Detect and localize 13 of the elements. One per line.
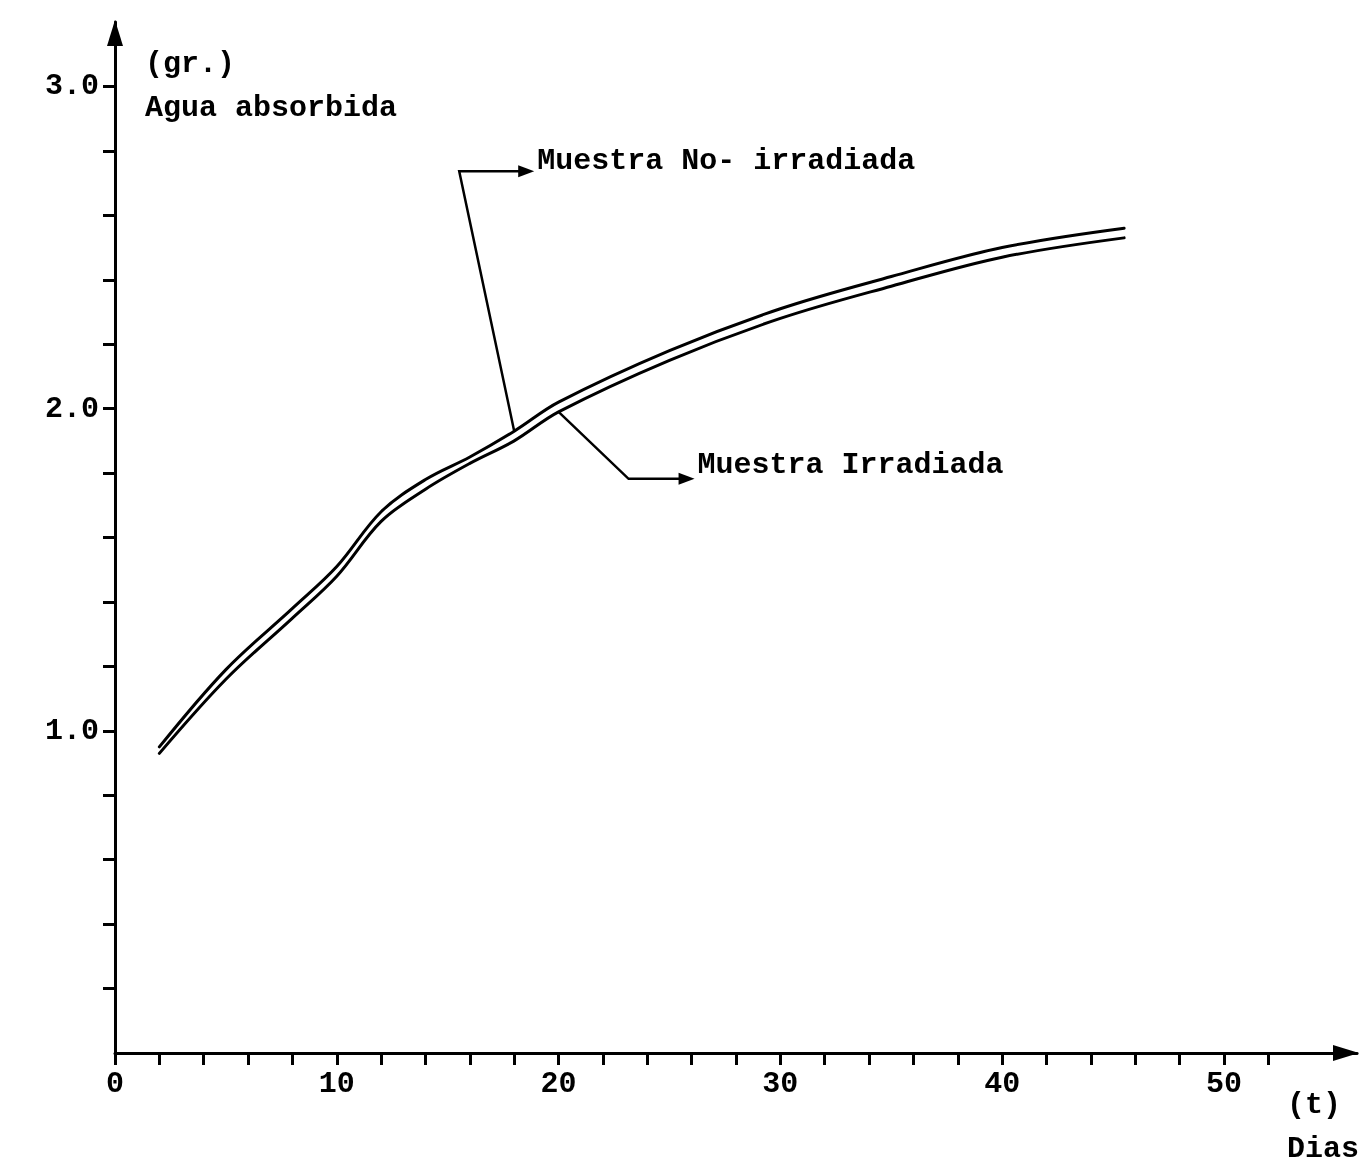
- y-axis-title: (gr.) Agua absorbida: [145, 47, 398, 125]
- legend-label: Muestra Irradiada: [697, 447, 1004, 482]
- x-tick-label: 50: [1205, 1067, 1242, 1101]
- x-tick-label: 30: [762, 1067, 799, 1101]
- x-tick-label: 40: [984, 1067, 1021, 1101]
- y-tick-label: 3.0: [44, 69, 99, 104]
- legend-label: Muestra No- irradiada: [537, 144, 916, 179]
- y-tick-label: 2.0: [44, 391, 99, 426]
- x-tick-label: 20: [540, 1067, 577, 1101]
- x-axis-title: (t) Dias: [1287, 1088, 1360, 1166]
- x-tick-label: 0: [105, 1067, 125, 1101]
- x-tick-label: 10: [318, 1067, 355, 1101]
- y-tick-label: 1.0: [44, 713, 99, 748]
